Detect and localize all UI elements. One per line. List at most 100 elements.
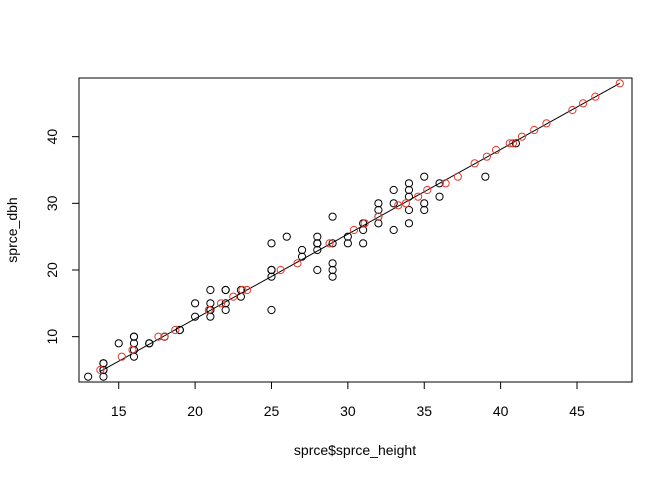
observed-point bbox=[374, 205, 383, 215]
observed-point bbox=[297, 252, 307, 261]
observed-point bbox=[343, 232, 352, 241]
observed-point bbox=[99, 365, 108, 375]
observed-point bbox=[420, 172, 429, 181]
fitted-point bbox=[491, 145, 501, 155]
fitted-point bbox=[216, 299, 226, 308]
fitted-point bbox=[374, 212, 383, 221]
fitted-point bbox=[517, 132, 527, 141]
fitted-point bbox=[505, 139, 514, 148]
fitted-point bbox=[530, 125, 539, 135]
observed-point bbox=[328, 272, 337, 281]
observed-point bbox=[129, 332, 139, 341]
x-tick-label: 45 bbox=[569, 403, 585, 419]
observed-point bbox=[481, 172, 490, 181]
x-tick-label: 40 bbox=[493, 403, 509, 419]
observed-point bbox=[404, 192, 414, 201]
observed-point bbox=[511, 139, 521, 148]
fitted-point bbox=[160, 332, 169, 341]
observed-point bbox=[99, 372, 108, 381]
observed-point bbox=[190, 299, 200, 308]
observed-point bbox=[328, 259, 337, 268]
observed-point bbox=[206, 285, 215, 295]
x-tick-label: 15 bbox=[111, 403, 127, 419]
fitted-point bbox=[96, 365, 105, 375]
fitted-point bbox=[482, 152, 491, 161]
observed-point bbox=[297, 245, 307, 255]
observed-point bbox=[313, 239, 322, 248]
x-tick-label: 35 bbox=[416, 403, 432, 419]
observed-point bbox=[129, 339, 139, 348]
fitted-point bbox=[360, 219, 369, 228]
observed-point bbox=[328, 212, 337, 221]
y-tick-label: 40 bbox=[44, 129, 60, 145]
y-tick-label: 30 bbox=[44, 195, 60, 211]
fitted-point bbox=[117, 352, 126, 361]
fitted-point bbox=[568, 105, 577, 115]
fitted-point bbox=[238, 285, 247, 295]
fitted-point bbox=[414, 192, 423, 201]
x-tick-label: 25 bbox=[264, 403, 280, 419]
observed-point bbox=[145, 339, 154, 348]
observed-point bbox=[313, 265, 322, 275]
y-tick-label: 20 bbox=[44, 262, 60, 278]
fitted-point bbox=[154, 332, 163, 341]
fitted-point bbox=[349, 225, 359, 235]
observed-point bbox=[313, 245, 322, 255]
fitted-point bbox=[579, 99, 588, 108]
fitted-point bbox=[591, 92, 600, 101]
fitted-point bbox=[293, 259, 302, 268]
y-axis-label: sprce_dbh bbox=[4, 197, 20, 262]
observed-point bbox=[435, 179, 444, 188]
observed-point bbox=[282, 232, 291, 241]
observed-point bbox=[114, 339, 123, 348]
observed-point bbox=[236, 292, 246, 301]
fitted-point bbox=[128, 345, 137, 355]
fitted-point bbox=[394, 201, 403, 210]
observed-point bbox=[221, 285, 230, 295]
observed-point bbox=[374, 199, 383, 208]
fitted-point bbox=[242, 285, 252, 295]
observed-point bbox=[84, 372, 93, 381]
fitted-point bbox=[470, 159, 479, 168]
observed-point bbox=[175, 325, 184, 335]
observed-point bbox=[404, 179, 414, 188]
fitted-point bbox=[441, 179, 450, 188]
fitted-point bbox=[423, 185, 432, 195]
fitted-point bbox=[542, 119, 551, 128]
observed-point bbox=[267, 272, 276, 281]
observed-point bbox=[99, 359, 108, 368]
observed-point bbox=[404, 219, 414, 228]
fitted-point bbox=[401, 199, 411, 208]
x-tick-label: 30 bbox=[340, 403, 356, 419]
observed-point bbox=[343, 239, 352, 248]
observed-point bbox=[190, 312, 200, 321]
observed-point bbox=[420, 199, 429, 208]
observed-point bbox=[374, 219, 383, 228]
observed-point bbox=[404, 205, 414, 215]
y-axis: 10 20 30 40 bbox=[44, 129, 80, 345]
fitted-point bbox=[615, 79, 624, 88]
data-points bbox=[84, 79, 624, 381]
observed-point bbox=[206, 299, 215, 308]
fitted-point bbox=[171, 325, 180, 335]
observed-point bbox=[359, 239, 368, 248]
observed-point bbox=[420, 205, 429, 215]
observed-point bbox=[328, 265, 337, 275]
observed-point bbox=[267, 265, 276, 275]
observed-point bbox=[389, 185, 398, 195]
observed-point bbox=[267, 305, 276, 315]
x-axis: 15 20 25 30 35 40 45 bbox=[111, 381, 585, 419]
fitted-point bbox=[325, 239, 334, 248]
observed-point bbox=[221, 305, 230, 315]
fitted-point bbox=[276, 265, 285, 275]
observed-point bbox=[221, 299, 230, 308]
fitted-point bbox=[229, 292, 238, 301]
x-axis-label: sprce$sprce_height bbox=[294, 442, 416, 458]
y-tick-label: 10 bbox=[44, 329, 60, 345]
observed-point bbox=[313, 232, 322, 241]
fitted-point bbox=[453, 172, 462, 181]
observed-point bbox=[267, 239, 276, 248]
observed-point bbox=[328, 239, 337, 248]
x-tick-label: 20 bbox=[187, 403, 203, 419]
